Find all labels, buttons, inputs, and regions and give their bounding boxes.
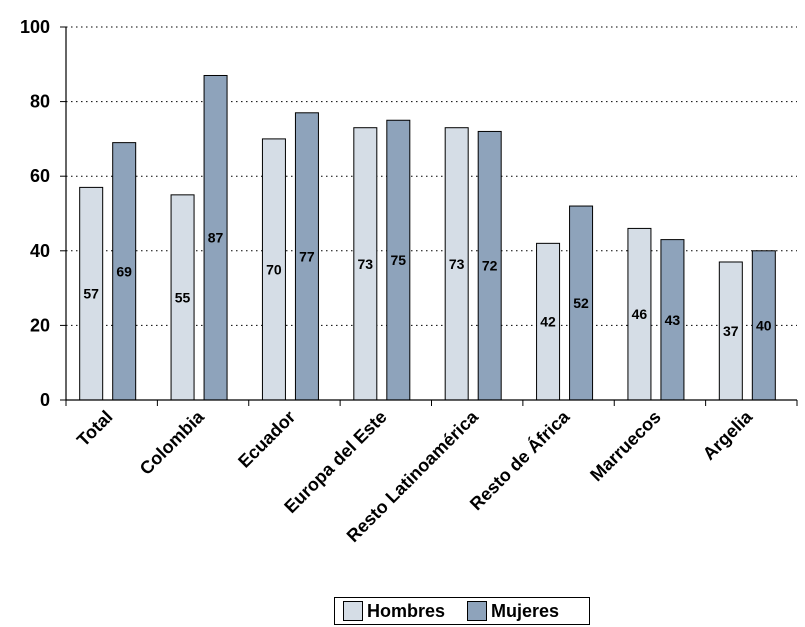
data-label: 43 — [665, 312, 681, 328]
x-tick-label: Colombia — [136, 406, 209, 479]
legend-swatch-mujeres — [467, 601, 488, 621]
data-label: 77 — [299, 248, 315, 264]
y-tick-label: 40 — [30, 241, 50, 261]
x-tick-label: Marruecos — [586, 407, 665, 486]
data-label: 75 — [391, 252, 407, 268]
data-label: 57 — [83, 286, 99, 302]
data-label: 69 — [116, 263, 132, 279]
data-label: 37 — [723, 323, 739, 339]
x-tick-label: Ecuador — [234, 407, 299, 472]
x-tick-label: Argelia — [699, 406, 757, 464]
legend-swatch-hombres — [343, 601, 363, 621]
y-tick-label: 20 — [30, 315, 50, 335]
data-label: 73 — [449, 256, 465, 272]
y-tick-label: 60 — [30, 166, 50, 186]
legend-label-mujeres: Mujeres — [491, 600, 560, 621]
legend: Hombres Mujeres — [334, 597, 590, 625]
data-label: 52 — [573, 295, 589, 311]
data-label: 40 — [756, 317, 772, 333]
data-label: 72 — [482, 258, 498, 274]
data-label: 73 — [358, 256, 374, 272]
data-label: 55 — [175, 289, 191, 305]
x-tick-label: Total — [73, 407, 117, 451]
data-label: 42 — [540, 314, 556, 330]
data-label: 46 — [632, 306, 648, 322]
legend-item-hombres: Hombres — [343, 601, 445, 622]
data-label: 87 — [208, 230, 224, 246]
y-tick-label: 80 — [30, 92, 50, 112]
grid-lines — [66, 26, 797, 326]
axes — [60, 26, 798, 406]
data-label: 70 — [266, 261, 282, 277]
legend-label-hombres: Hombres — [367, 600, 446, 621]
legend-item-mujeres: Mujeres — [467, 601, 559, 622]
x-tick-label: Resto de África — [465, 405, 574, 514]
y-tick-label: 0 — [40, 390, 50, 410]
y-tick-label: 100 — [20, 17, 50, 37]
bars — [79, 74, 776, 401]
